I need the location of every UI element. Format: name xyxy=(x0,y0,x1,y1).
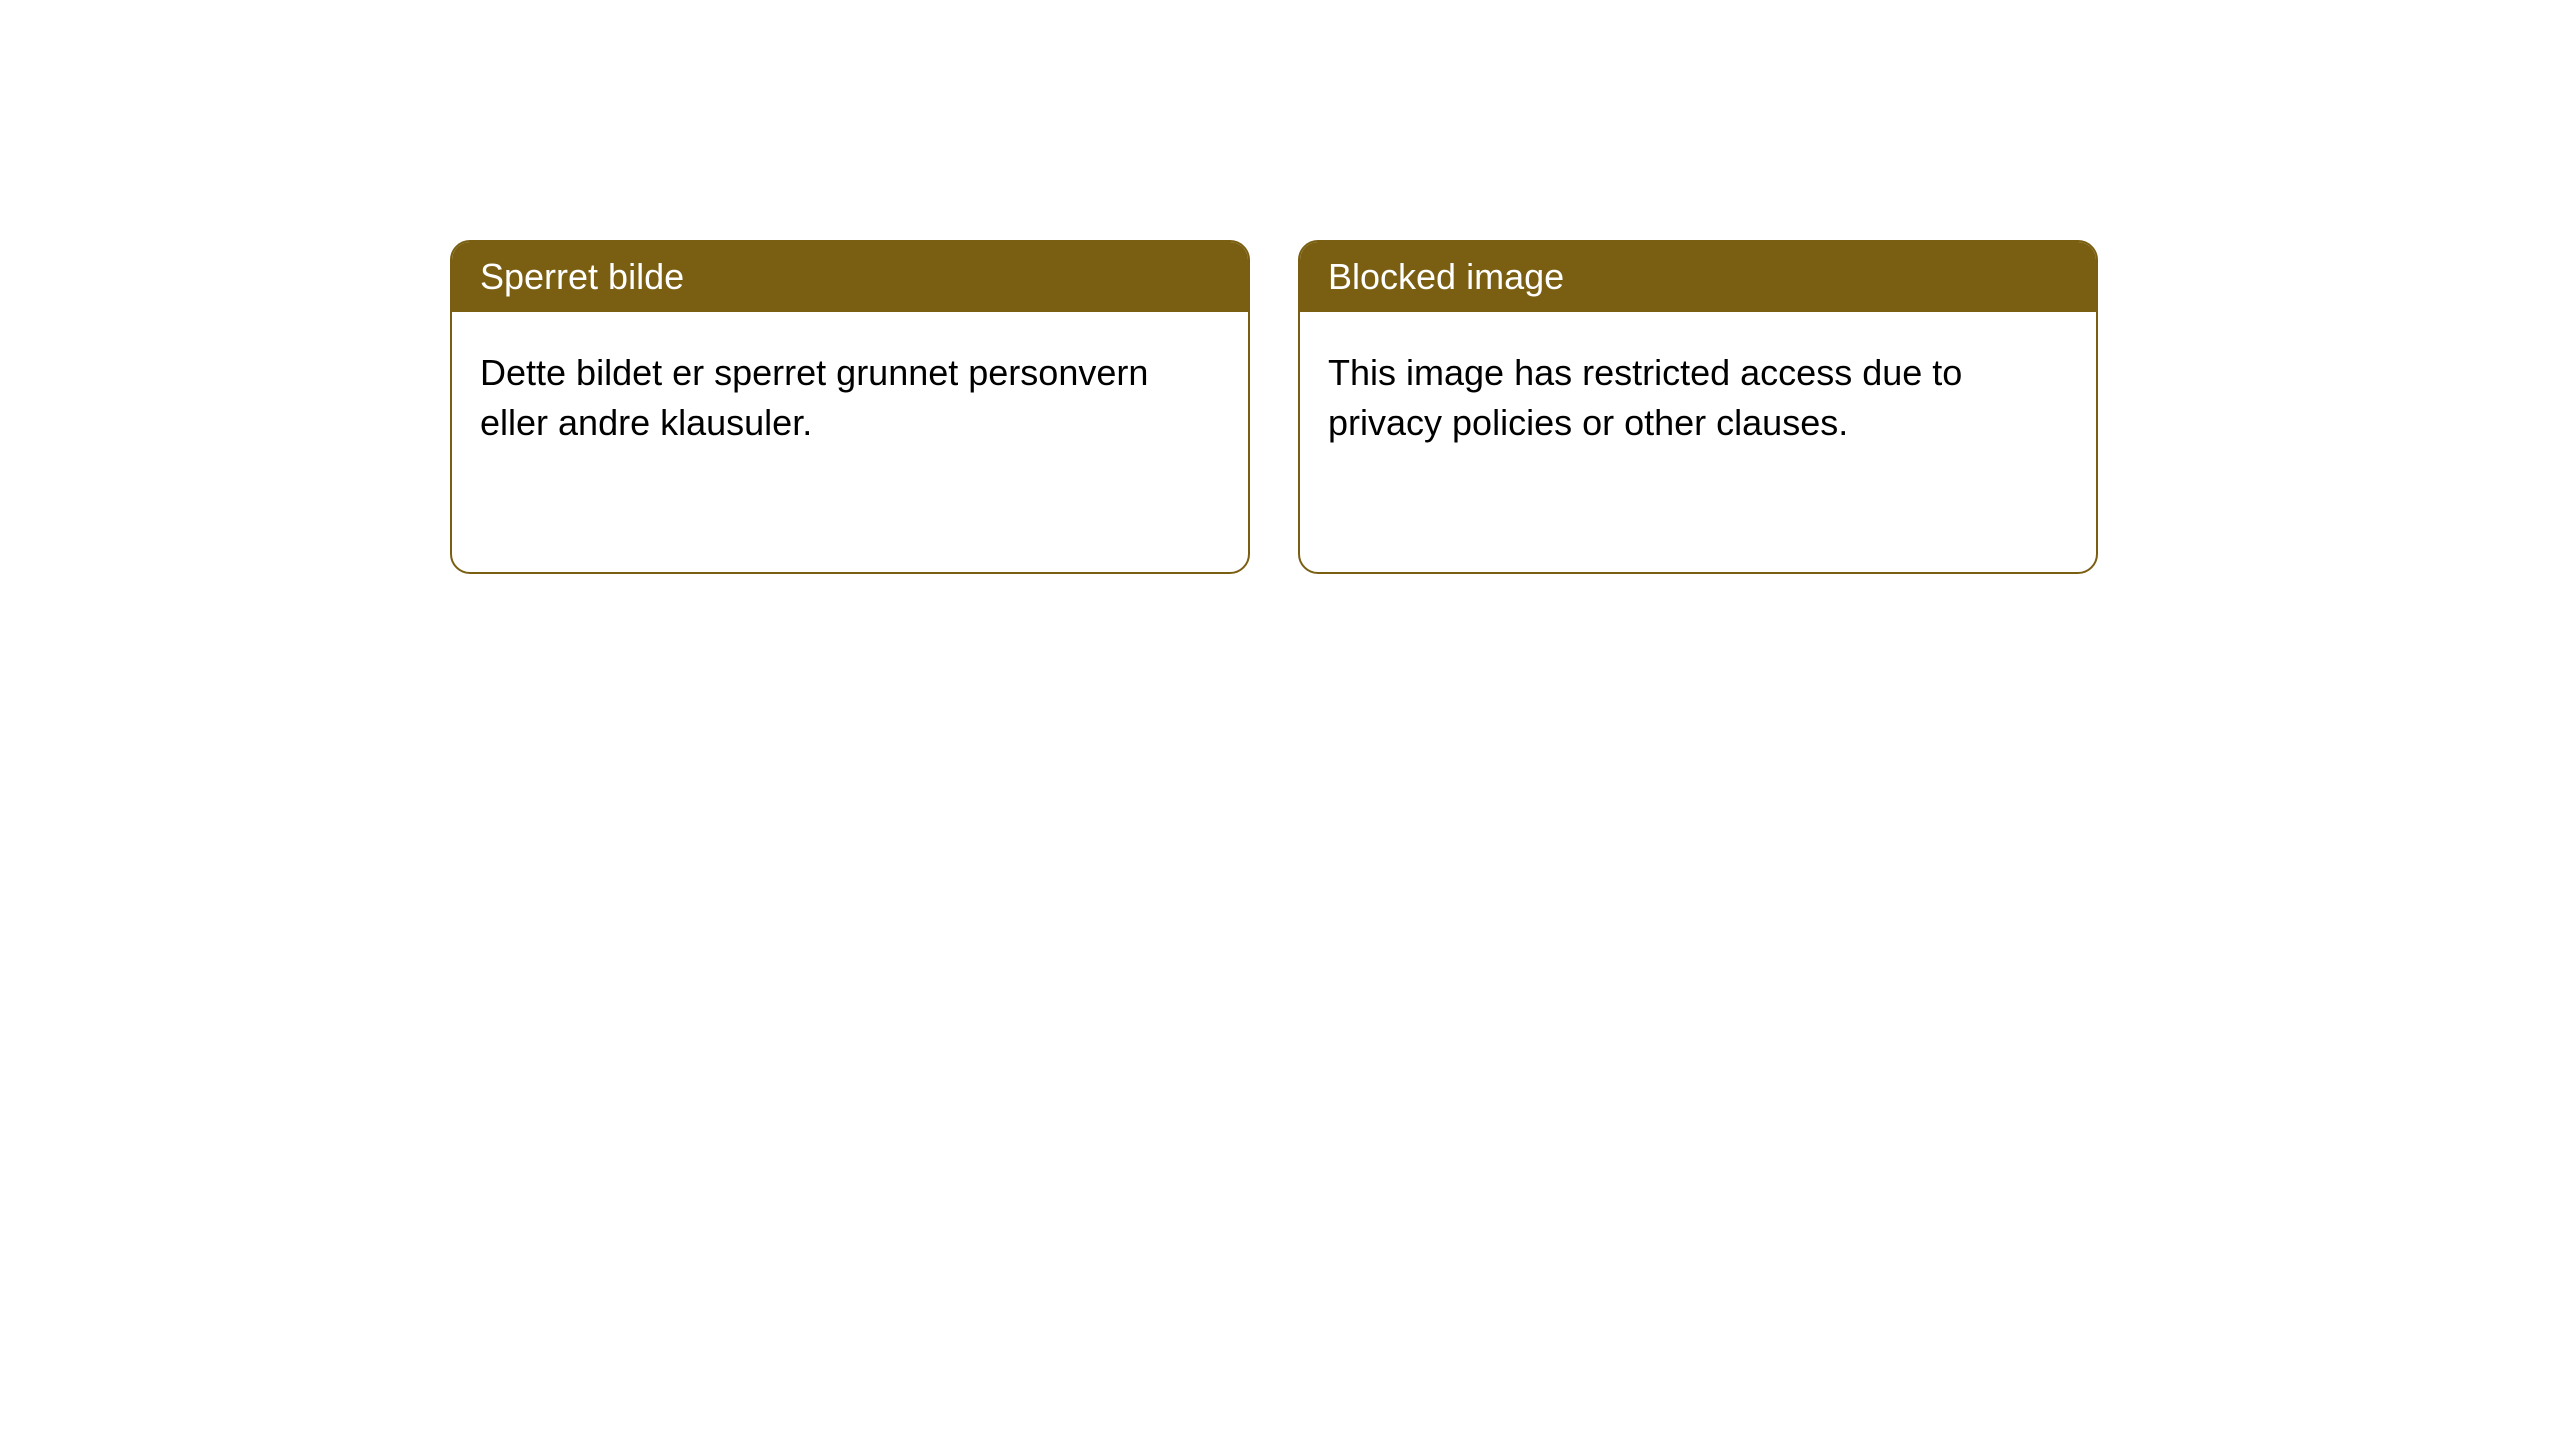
card-body-text: This image has restricted access due to … xyxy=(1328,352,1962,443)
card-header-text: Blocked image xyxy=(1328,256,1564,297)
card-body: This image has restricted access due to … xyxy=(1300,312,2096,485)
notice-card-norwegian: Sperret bilde Dette bildet er sperret gr… xyxy=(450,240,1250,574)
card-header: Sperret bilde xyxy=(452,242,1248,312)
card-body-text: Dette bildet er sperret grunnet personve… xyxy=(480,352,1148,443)
card-body: Dette bildet er sperret grunnet personve… xyxy=(452,312,1248,485)
card-header: Blocked image xyxy=(1300,242,2096,312)
notice-cards-container: Sperret bilde Dette bildet er sperret gr… xyxy=(450,240,2098,574)
notice-card-english: Blocked image This image has restricted … xyxy=(1298,240,2098,574)
card-header-text: Sperret bilde xyxy=(480,256,684,297)
